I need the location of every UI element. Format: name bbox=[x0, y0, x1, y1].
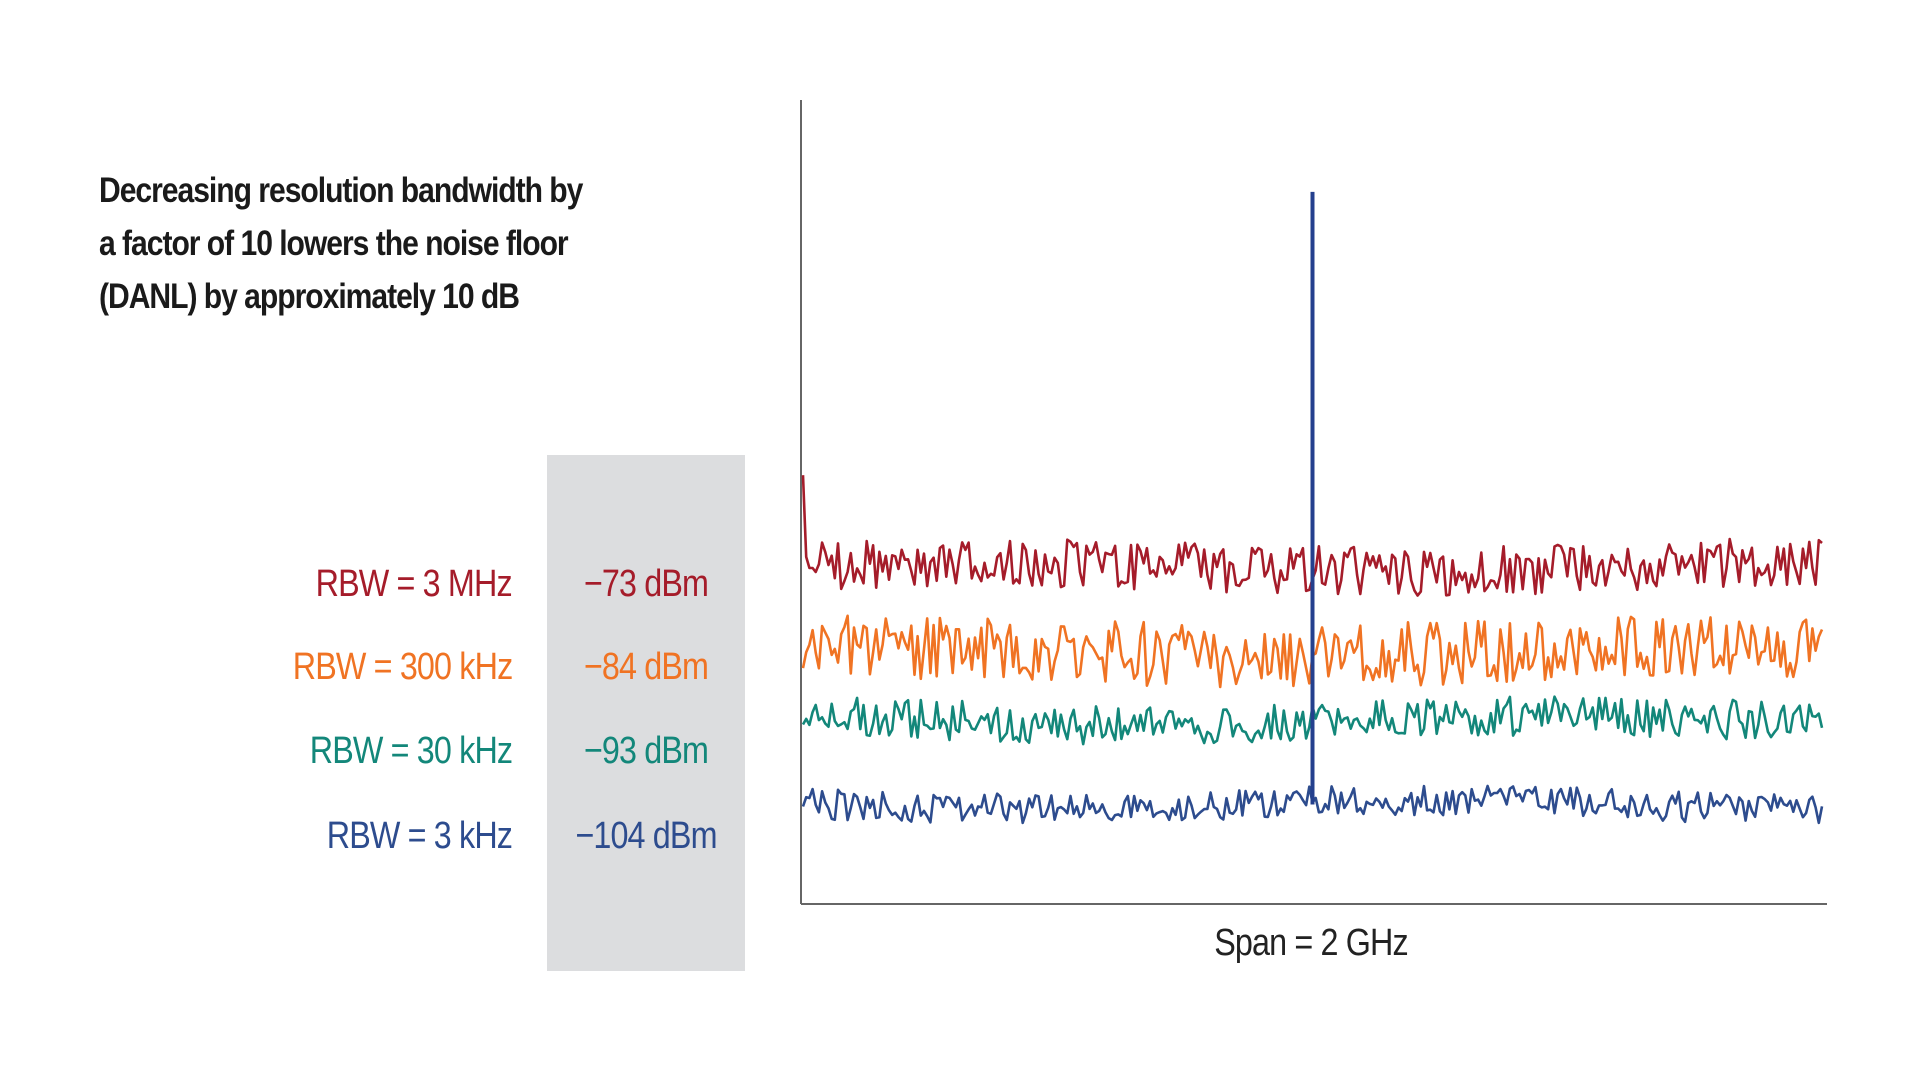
noise-level-300khz: −84 dBm bbox=[583, 646, 709, 688]
value-column-background bbox=[547, 455, 745, 971]
noise-level-30khz: −93 dBm bbox=[583, 730, 709, 772]
title-line: a factor of 10 lowers the noise floor bbox=[99, 224, 569, 263]
legend-label-3mhz: RBW = 3 MHz bbox=[315, 563, 513, 605]
title-line: Decreasing resolution bandwidth by bbox=[99, 171, 583, 210]
noise-level-3mhz: −73 dBm bbox=[583, 563, 709, 605]
chart-title: Decreasing resolution bandwidth by a fac… bbox=[99, 164, 649, 323]
legend-label-3khz: RBW = 3 kHz bbox=[326, 815, 513, 857]
legend-label-300khz: RBW = 300 kHz bbox=[292, 646, 512, 688]
legend-label-30khz: RBW = 30 kHz bbox=[309, 730, 513, 772]
noise-level-3khz: −104 dBm bbox=[575, 815, 717, 857]
title-line: (DANL) by approximately 10 dB bbox=[99, 277, 520, 316]
x-axis-label: Span = 2 GHz bbox=[1214, 922, 1408, 964]
